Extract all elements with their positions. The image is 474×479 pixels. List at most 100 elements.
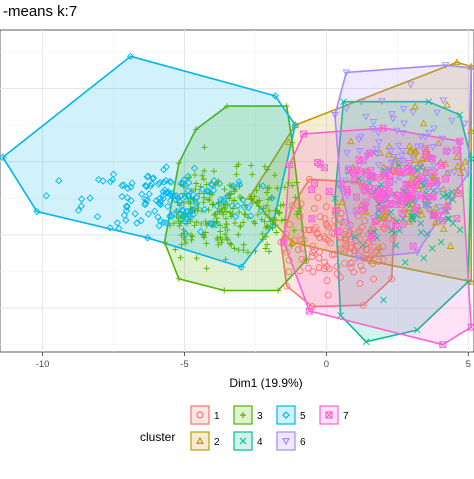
point-cluster-1 (299, 244, 306, 252)
point-cluster-5 (131, 210, 139, 218)
point-cluster-4 (425, 98, 432, 106)
point-cluster-3 (227, 209, 234, 216)
point-cluster-6 (425, 206, 433, 214)
data-points (0, 52, 474, 349)
point-cluster-4 (374, 212, 382, 220)
legend-key-cluster-2 (190, 431, 210, 451)
point-cluster-5 (150, 207, 159, 215)
point-cluster-7 (350, 177, 358, 185)
point-cluster-3 (195, 204, 202, 211)
point-cluster-1 (342, 243, 350, 250)
point-cluster-5 (177, 179, 185, 188)
point-cluster-7 (337, 180, 345, 188)
point-cluster-1 (368, 226, 376, 234)
point-cluster-5 (127, 197, 135, 205)
point-cluster-5 (115, 224, 123, 233)
point-cluster-4 (375, 207, 383, 214)
point-cluster-6 (450, 169, 459, 177)
point-cluster-3 (201, 234, 208, 241)
point-cluster-5 (244, 203, 253, 212)
point-cluster-5 (224, 191, 232, 200)
point-cluster-6 (467, 65, 474, 72)
point-cluster-3 (241, 211, 248, 218)
point-cluster-2 (441, 159, 450, 167)
point-cluster-3 (236, 193, 243, 200)
point-cluster-5 (184, 172, 192, 180)
chart-title: -means k:7 (3, 3, 77, 20)
point-cluster-4 (417, 219, 425, 227)
point-cluster-3 (278, 217, 285, 224)
point-cluster-1 (357, 262, 365, 270)
point-cluster-6 (390, 153, 399, 161)
point-cluster-7 (425, 183, 433, 190)
point-cluster-1 (313, 230, 321, 238)
point-cluster-2 (461, 157, 469, 165)
point-cluster-2 (458, 163, 467, 170)
point-cluster-7 (399, 220, 407, 228)
point-cluster-1 (321, 258, 329, 266)
point-cluster-7 (398, 209, 406, 217)
point-cluster-2 (375, 249, 383, 257)
legend-label-cluster-1: 1 (214, 411, 220, 422)
point-cluster-5 (124, 184, 132, 192)
point-cluster-2 (446, 242, 455, 249)
point-cluster-7 (444, 203, 452, 210)
point-cluster-5 (162, 163, 171, 171)
point-cluster-3 (288, 242, 295, 249)
point-cluster-7 (300, 130, 308, 138)
point-cluster-6 (374, 129, 383, 137)
point-cluster-6 (420, 178, 428, 186)
point-cluster-6 (413, 249, 421, 257)
point-cluster-5 (229, 182, 237, 190)
point-cluster-6 (336, 185, 345, 192)
x-axis-title: Dim1 (19.9%) (229, 376, 302, 390)
point-cluster-3 (263, 202, 270, 209)
point-cluster-3 (161, 239, 168, 246)
point-cluster-1 (323, 221, 331, 229)
point-cluster-7 (408, 194, 416, 202)
point-cluster-3 (231, 197, 238, 204)
points-cluster-1 (277, 175, 398, 311)
point-cluster-1 (370, 275, 378, 283)
point-cluster-1 (300, 236, 308, 244)
point-cluster-6 (331, 112, 339, 119)
point-cluster-5 (268, 194, 276, 202)
point-cluster-3 (250, 218, 257, 225)
point-cluster-7 (467, 323, 474, 331)
point-cluster-4 (448, 188, 456, 196)
point-cluster-3 (223, 234, 230, 241)
point-cluster-3 (289, 139, 296, 146)
point-cluster-5 (164, 202, 172, 211)
point-cluster-2 (432, 203, 440, 211)
point-cluster-5 (160, 218, 168, 227)
point-cluster-7 (280, 238, 288, 246)
point-cluster-2 (411, 102, 419, 110)
point-cluster-1 (305, 226, 313, 234)
point-cluster-7 (417, 192, 425, 200)
point-cluster-5 (173, 207, 181, 215)
point-cluster-7 (383, 220, 391, 228)
point-cluster-3 (272, 222, 279, 229)
x-tick-label: 5 (466, 359, 471, 370)
point-cluster-3 (201, 144, 208, 151)
point-cluster-6 (342, 69, 351, 77)
point-cluster-7 (332, 207, 340, 215)
point-cluster-3 (292, 194, 299, 201)
point-cluster-7 (305, 307, 313, 315)
point-cluster-5 (175, 197, 184, 206)
point-cluster-2 (418, 210, 426, 218)
point-cluster-2 (338, 198, 346, 206)
point-cluster-6 (400, 120, 408, 128)
point-cluster-3 (264, 241, 271, 248)
point-cluster-3 (199, 172, 206, 179)
point-cluster-4 (456, 226, 464, 234)
point-cluster-5 (203, 187, 211, 196)
point-cluster-5 (137, 216, 145, 225)
point-cluster-3 (222, 231, 229, 238)
point-cluster-7 (308, 215, 316, 223)
point-cluster-2 (439, 224, 448, 232)
point-cluster-5 (94, 176, 103, 184)
point-cluster-5 (192, 194, 201, 202)
point-cluster-5 (138, 190, 146, 198)
point-cluster-6 (392, 127, 401, 135)
